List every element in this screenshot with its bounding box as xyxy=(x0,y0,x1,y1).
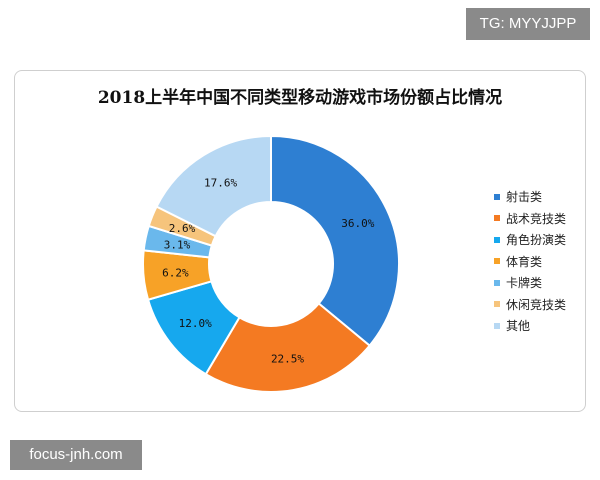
legend-item: 其他 xyxy=(494,315,566,337)
legend-item: 射击类 xyxy=(494,186,566,208)
legend-label: 体育类 xyxy=(506,254,543,269)
legend-item: 体育类 xyxy=(494,251,566,273)
legend-swatch xyxy=(494,322,500,329)
slice-label: 22.5% xyxy=(271,353,304,366)
legend-label: 角色扮演类 xyxy=(506,233,567,248)
slice-label: 12.0% xyxy=(179,317,212,330)
chart-legend: 射击类战术竞技类角色扮演类体育类卡牌类休闲竞技类其他 xyxy=(494,186,566,337)
slice-label: 6.2% xyxy=(162,266,189,279)
legend-item: 休闲竞技类 xyxy=(494,294,566,316)
slice-label: 36.0% xyxy=(341,217,374,230)
slice-label: 17.6% xyxy=(204,176,237,189)
pie-slice xyxy=(270,134,400,347)
legend-swatch xyxy=(494,301,500,308)
pie-slice xyxy=(155,134,272,238)
source-badge: focus-jnh.com xyxy=(10,440,142,470)
legend-label: 其他 xyxy=(506,319,531,334)
tg-badge: TG: MYYJJPP xyxy=(466,8,590,40)
legend-swatch xyxy=(494,215,500,222)
slice-label: 3.1% xyxy=(164,239,191,252)
pie-slice xyxy=(204,302,372,393)
legend-swatch xyxy=(494,258,500,265)
legend-label: 休闲竞技类 xyxy=(506,297,567,312)
legend-item: 战术竞技类 xyxy=(494,208,566,230)
legend-swatch xyxy=(494,279,500,286)
legend-label: 战术竞技类 xyxy=(506,211,567,226)
legend-swatch xyxy=(494,193,500,200)
slice-label: 2.6% xyxy=(169,222,196,235)
legend-swatch xyxy=(494,236,500,243)
legend-item: 卡牌类 xyxy=(494,272,566,294)
legend-item: 角色扮演类 xyxy=(494,229,566,251)
chart-title: 2018上半年中国不同类型移动游戏市场份额占比情况 xyxy=(97,88,503,108)
legend-label: 射击类 xyxy=(506,190,543,205)
legend-label: 卡牌类 xyxy=(506,276,543,291)
